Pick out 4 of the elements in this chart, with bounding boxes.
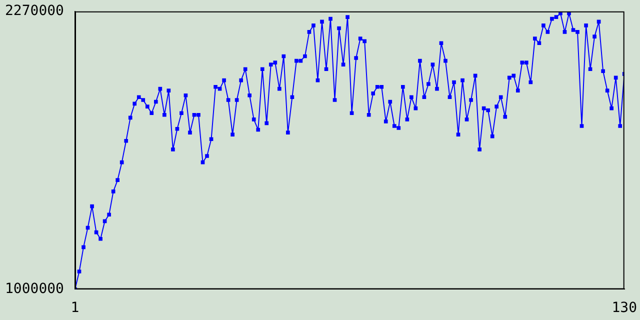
x-tick-label: 130 (612, 300, 638, 316)
y-tick-label: 1000000 (4, 280, 64, 297)
y-tick-label: 2270000 (4, 3, 64, 20)
x-tick-label: 1 (70, 300, 80, 316)
